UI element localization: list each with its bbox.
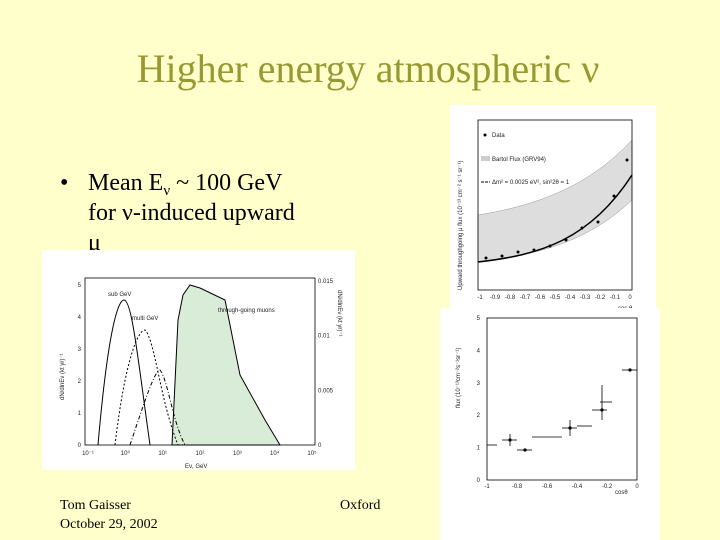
y2-axis-label: dN/dlnEν (kt yr)⁻¹ — [336, 290, 342, 337]
plot-spectrum: dN/dlnEν (kt yr)⁻¹ dN/dlnEν (kt yr)⁻¹ su… — [42, 250, 355, 470]
x-tick-label: 10² — [196, 451, 205, 457]
text: ~ 100 GeV — [170, 170, 283, 196]
y-tick-label: 1 — [78, 411, 82, 417]
x-tick-label: -0.1 — [610, 295, 621, 301]
x-axis-label: Eν, GeV — [185, 464, 207, 470]
x-tick-label: -1 — [484, 484, 490, 490]
bullet-line: for ν-induced upward — [88, 200, 295, 226]
legend-marker — [483, 133, 487, 137]
plot-flux-bottom: flux (10⁻¹³cm⁻²s⁻¹sr⁻¹) cosθ — [440, 308, 660, 540]
plot-flux-top: Upward throughgoing μ flux (10⁻¹³ cm⁻² s… — [450, 105, 656, 312]
y-tick-label: 3 — [477, 381, 481, 387]
data-points — [484, 158, 629, 260]
oscillation-curve — [477, 174, 633, 263]
footer-author: Tom Gaisser — [60, 498, 131, 513]
data-points — [487, 368, 637, 452]
x-tick-label: -0.4 — [565, 295, 576, 301]
y-tick-label: 0.015 — [318, 279, 334, 285]
x-tick-label: 10¹ — [158, 451, 167, 457]
y-tick-label: 5 — [78, 283, 82, 289]
x-tick-label: -0.8 — [505, 295, 516, 301]
x-tick-label: -0.2 — [595, 295, 606, 301]
plot-frame — [84, 277, 316, 446]
x-tick-label: -0.4 — [572, 484, 583, 490]
y-axis-label: Upward throughgoing μ flux (10⁻¹³ cm⁻² s… — [458, 161, 464, 291]
x-tick-label: 0 — [628, 295, 632, 301]
x-tick-label: -0.9 — [490, 295, 501, 301]
x-axis-label: cosθ — [615, 490, 628, 496]
y-tick-label: 5 — [477, 316, 481, 322]
stopping-curve — [129, 369, 186, 446]
bullet-line: Mean Eν ~ 100 GeV — [88, 170, 283, 199]
x-tick-label: 10⁰ — [121, 450, 131, 457]
x-tick-label: -1 — [477, 295, 483, 301]
sub-gev-curve — [97, 299, 151, 446]
x-tick-label: -0.5 — [550, 295, 561, 301]
y-axis-label: flux (10⁻¹³cm⁻²s⁻¹sr⁻¹) — [456, 348, 462, 408]
y-tick-label: 0.01 — [318, 334, 330, 340]
x-tick-label: -0.6 — [542, 484, 553, 490]
legend-entry: Data — [492, 133, 505, 139]
y-tick-label: 0 — [477, 478, 481, 484]
x-tick-label: 10⁻¹ — [82, 451, 94, 457]
x-tick-label: 0 — [635, 484, 639, 490]
y-tick-label: 3 — [78, 347, 82, 353]
x-tick-label: -0.2 — [602, 484, 613, 490]
x-tick-label: -0.8 — [512, 484, 523, 490]
plot-frame — [477, 119, 633, 291]
y-tick-label: 1 — [477, 446, 481, 452]
footer: Tom Gaisser October 29, 2002 Oxford — [60, 498, 380, 532]
y-tick-label: 0 — [318, 443, 322, 449]
bullet-dot: • — [60, 170, 68, 196]
x-tick-label: -0.6 — [535, 295, 546, 301]
x-tick-label: -0.7 — [520, 295, 531, 301]
x-tick-label: -0.3 — [580, 295, 591, 301]
x-tick-label: 10⁴ — [270, 450, 280, 457]
annotation: multi GeV — [132, 316, 158, 322]
footer-place: Oxford — [340, 498, 380, 513]
bullet: • Mean Eν ~ 100 GeV for ν-induced upward… — [60, 170, 295, 256]
y-tick-label: 0 — [78, 443, 82, 449]
subscript: ν — [163, 183, 170, 199]
multi-gev-curve — [114, 329, 179, 446]
annotation: sub GeV — [108, 292, 131, 298]
bullet-line: μ — [88, 230, 101, 256]
y-axis-label: dN/dlnEν (kt yr)⁻¹ — [60, 353, 66, 400]
text: Mean E — [88, 170, 163, 196]
slide-title: Higher energy atmospheric ν — [137, 46, 600, 91]
legend-entry: Δm² = 0.0025 eV², sin²2θ = 1 — [492, 180, 570, 186]
plot-bg — [440, 308, 660, 540]
x-tick-label: 10³ — [233, 451, 242, 457]
annotation: through-going muons — [218, 308, 275, 314]
y-tick-label: 4 — [78, 315, 82, 321]
legend-marker — [481, 156, 490, 161]
y-tick-label: 2 — [78, 379, 82, 385]
legend-entry: Bartol Flux (GRV94) — [492, 157, 546, 163]
y-tick-label: 0.005 — [318, 388, 334, 394]
y-tick-label: 2 — [477, 413, 481, 419]
x-tick-label: 10⁵ — [307, 450, 317, 457]
y-tick-label: 4 — [477, 348, 481, 354]
through-going-area — [171, 284, 281, 446]
footer-date: October 29, 2002 — [60, 517, 158, 532]
plot-frame — [486, 317, 638, 481]
